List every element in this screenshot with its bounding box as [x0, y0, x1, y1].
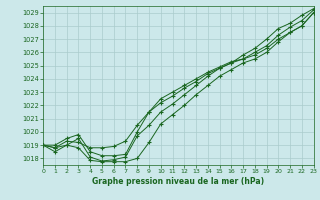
- X-axis label: Graphe pression niveau de la mer (hPa): Graphe pression niveau de la mer (hPa): [92, 177, 264, 186]
